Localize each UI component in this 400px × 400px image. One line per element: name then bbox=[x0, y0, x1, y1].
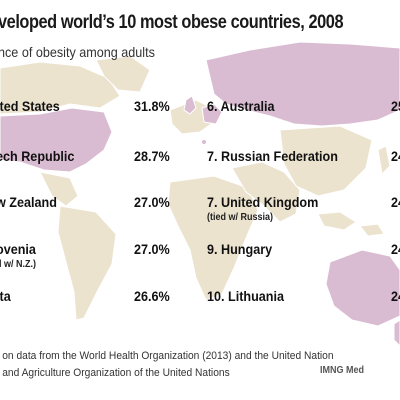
left-entry-3: w Zealand 27.0% bbox=[0, 194, 170, 212]
usa-highlight bbox=[0, 107, 113, 173]
country-name: w Zealand bbox=[0, 194, 57, 210]
left-entry-2: ech Republic 28.7% bbox=[0, 148, 170, 166]
australia-highlight bbox=[325, 249, 400, 327]
tie-note: d w/ N.Z.) bbox=[0, 259, 37, 270]
country-name: lta bbox=[0, 288, 11, 304]
obesity-value: 26.6% bbox=[134, 288, 170, 304]
country-name: ech Republic bbox=[0, 148, 75, 164]
chart-subtitle: nce of obesity among adults bbox=[0, 44, 155, 60]
chart-title: veloped world’s 10 most obese countries,… bbox=[0, 12, 344, 33]
obesity-value: 25 bbox=[391, 98, 400, 114]
nz-highlight bbox=[393, 319, 400, 347]
europe-highlight bbox=[201, 103, 223, 125]
right-entry-3: 7. United Kingdom 24 (tied w/ Russia) bbox=[207, 194, 400, 223]
tie-note: (tied w/ Russia) bbox=[207, 212, 274, 223]
right-entry-1: 6. Australia 25 bbox=[207, 98, 400, 116]
obesity-value: 27.0% bbox=[134, 241, 170, 257]
malta-highlight bbox=[201, 139, 207, 145]
country-name: 6. Australia bbox=[207, 98, 275, 114]
right-entry-2: 7. Russian Federation 24 bbox=[207, 148, 400, 166]
uk-highlight bbox=[183, 95, 197, 115]
source-line-2: od and Agriculture Organization of the U… bbox=[0, 367, 230, 379]
left-entry-5: lta 26.6% bbox=[0, 288, 170, 306]
left-entry-4: ovenia 27.0% d w/ N.Z.) bbox=[0, 241, 170, 270]
right-entry-4: 9. Hungary 24 bbox=[207, 241, 400, 259]
obesity-value: 24 bbox=[391, 288, 400, 304]
right-entry-5: 10. Lithuania 24 bbox=[207, 288, 400, 306]
left-entry-1: ited States 31.8% bbox=[0, 98, 170, 116]
country-name: 7. United Kingdom bbox=[207, 194, 319, 210]
highlighted-countries bbox=[0, 41, 400, 347]
source-note: ed on data from the World Health Organiz… bbox=[0, 348, 334, 382]
country-name: 10. Lithuania bbox=[207, 288, 285, 304]
obesity-value: 24 bbox=[391, 194, 400, 210]
country-name: ited States bbox=[0, 98, 60, 114]
obesity-value: 28.7% bbox=[134, 148, 170, 164]
source-line-1: ed on data from the World Health Organiz… bbox=[0, 350, 334, 362]
country-name: 7. Russian Federation bbox=[207, 148, 338, 164]
obesity-value: 27.0% bbox=[134, 194, 170, 210]
russia-highlight bbox=[205, 41, 400, 127]
obesity-value: 24 bbox=[391, 148, 400, 164]
credit-label: IMNG Med bbox=[320, 365, 365, 376]
obesity-value: 31.8% bbox=[134, 98, 170, 114]
country-name: 9. Hungary bbox=[207, 241, 273, 257]
country-name: ovenia bbox=[0, 241, 36, 257]
obesity-value: 24 bbox=[391, 241, 400, 257]
